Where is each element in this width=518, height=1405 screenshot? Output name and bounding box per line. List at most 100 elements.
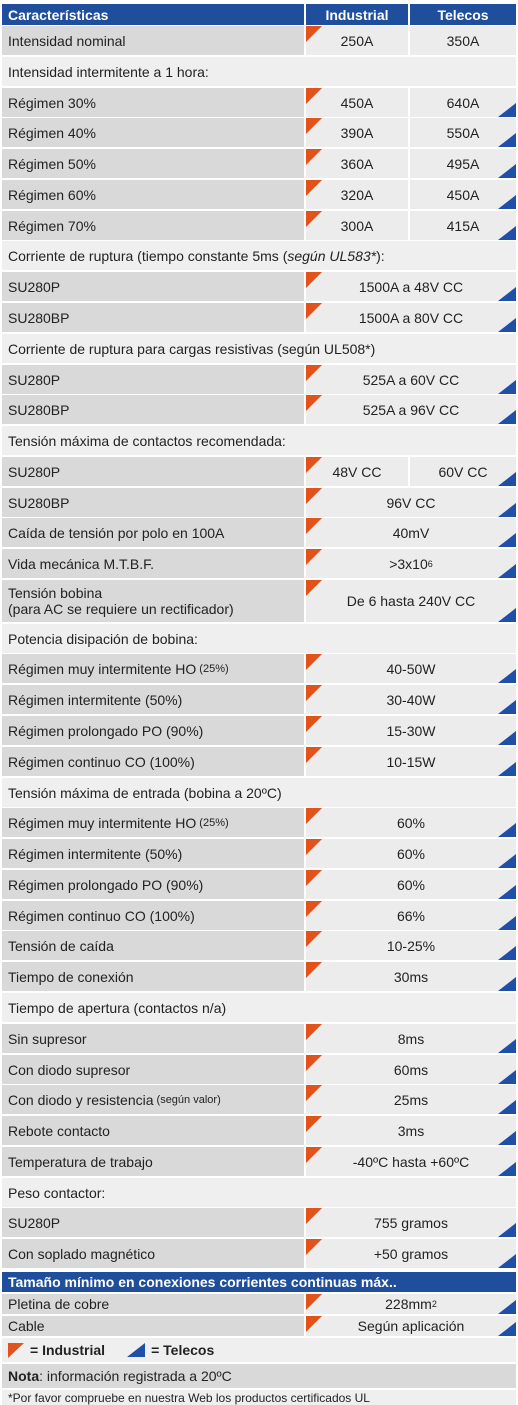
footnote-row: * Por favor compruebe en nuestra Web los…	[2, 1390, 516, 1405]
value-cell: 25ms	[306, 1085, 516, 1114]
section-label: Tensión máxima de entrada (bobina a 20ºC…	[8, 784, 282, 801]
row-label-text: Tensión de caída	[8, 937, 114, 954]
telecos-marker	[498, 669, 516, 683]
row-label-text: Con diodo y resistencia	[8, 1091, 154, 1108]
row-label-text: Con soplado magnético	[8, 1245, 156, 1262]
value-text: 1500A a 80V CC	[358, 309, 464, 326]
row-label-text: Régimen continuo CO (100%)	[8, 907, 195, 924]
row-label-text: Intensidad nominal	[8, 32, 126, 49]
telecos-marker	[498, 1322, 516, 1336]
legend-telecos: = Telecos	[151, 1342, 215, 1358]
row-label-text: Régimen intermitente (50%)	[8, 845, 183, 862]
industrial-cell: 48V CC	[306, 457, 408, 486]
value-cell: 525A a 96V CC	[306, 395, 516, 424]
value-cell: 228mm 2	[306, 1294, 516, 1314]
industrial-marker	[306, 1085, 322, 1101]
legend-row: = Industrial = Telecos	[2, 1338, 516, 1362]
industrial-marker	[306, 716, 322, 732]
row-label: Régimen 40%	[2, 118, 304, 147]
row-label-text: Vida mecánica M.T.B.F.	[8, 555, 155, 572]
value-text: 15-30W	[386, 722, 436, 739]
row-label: Pletina de cobre	[2, 1294, 304, 1314]
telecos-cell: 415A	[410, 211, 516, 240]
section-label: Intensidad intermitente a 1 hora:	[8, 63, 209, 80]
value-text: 60%	[396, 845, 426, 862]
value-text: De 6 hasta 240V CC	[346, 593, 476, 609]
row-label-text: SU280BP	[8, 401, 70, 418]
telecos-marker	[498, 410, 516, 424]
telecos-value: 60V CC	[438, 463, 488, 480]
telecos-marker	[498, 564, 516, 578]
value-sup: 2	[431, 1299, 437, 1309]
value-text: 40mV	[392, 524, 430, 541]
row-label-text: Rebote contacto	[8, 1122, 110, 1139]
row-label-text: SU280BP	[8, 309, 70, 326]
industrial-marker	[306, 901, 322, 917]
row-label: Rebote contacto	[2, 1116, 304, 1145]
telecos-marker	[498, 1070, 516, 1084]
value-cell: 96V CC	[306, 488, 516, 517]
row-label: SU280P	[2, 272, 304, 301]
section-row: Tensión máxima de entrada (bobina a 20ºC…	[2, 778, 516, 807]
row-label-text: SU280P	[8, 278, 61, 295]
row-label: Régimen continuo CO (100%)	[2, 901, 304, 930]
telecos-marker	[498, 503, 516, 517]
row-label-text: Con diodo supresor	[8, 1061, 131, 1078]
row-label-text: Régimen prolongado PO (90%)	[8, 876, 204, 893]
telecos-marker	[498, 1100, 516, 1114]
telecos-marker	[498, 700, 516, 714]
row-label-note: (según valor)	[156, 1093, 221, 1106]
industrial-value: 450A	[340, 94, 374, 111]
telecos-marker	[498, 195, 516, 209]
section-row: Corriente de ruptura para cargas resisti…	[2, 334, 516, 363]
telecos-cell: 60V CC	[410, 457, 516, 486]
telecos-marker	[498, 287, 516, 301]
header-telecos: Telecos	[437, 6, 489, 23]
telecos-cell: 450A	[410, 180, 516, 209]
value-text: +50 gramos	[373, 1245, 449, 1262]
telecos-marker	[498, 916, 516, 930]
value-cell: 40-50W	[306, 654, 516, 683]
value-text: 30-40W	[386, 691, 436, 708]
row-label: SU280P	[2, 365, 304, 394]
row-label-note: (25%)	[199, 816, 229, 829]
value-cell: 66%	[306, 901, 516, 930]
value-cell: 3ms	[306, 1116, 516, 1145]
industrial-marker	[306, 808, 322, 824]
value-text: 30ms	[393, 968, 429, 985]
telecos-value: 415A	[446, 217, 480, 234]
telecos-value: 640A	[446, 94, 480, 111]
row-label-text: (para AC se requiere un rectificador)	[8, 601, 234, 617]
row-label: Con diodo supresor	[2, 1055, 304, 1084]
section-italic: según UL583*	[287, 247, 377, 264]
row-label-text: Cable	[8, 1318, 45, 1334]
industrial-value: 320A	[340, 186, 374, 203]
value-cell: +50 gramos	[306, 1239, 516, 1268]
telecos-value: 350A	[446, 32, 480, 49]
row-label-text: Temperatura de trabajo	[8, 1153, 153, 1170]
section-row: Tensión máxima de contactos recomendada:	[2, 426, 516, 455]
telecos-marker	[498, 885, 516, 899]
row-label-text: SU280P	[8, 371, 61, 388]
telecos-marker	[498, 1039, 516, 1053]
row-label: Cable	[2, 1316, 304, 1336]
telecos-cell: 640A	[410, 88, 516, 117]
row-label-text: Régimen muy intermitente HO	[8, 660, 197, 677]
row-label-text: Tensión bobina	[8, 585, 103, 601]
telecos-value: 550A	[446, 124, 480, 141]
header-cell: Industrial	[306, 4, 408, 25]
row-label-text: Régimen 30%	[8, 94, 96, 111]
section-label: Tensión máxima de contactos recomendada:	[8, 432, 286, 449]
value-cell: 40mV	[306, 518, 516, 547]
row-label: Régimen continuo CO (100%)	[2, 747, 304, 776]
value-text: 1500A a 48V CC	[358, 278, 464, 295]
value-cell: 30ms	[306, 962, 516, 991]
section-label: Potencia disipación de bobina:	[8, 630, 198, 647]
value-text: 228mm	[385, 1296, 432, 1312]
industrial-value: 300A	[340, 217, 374, 234]
industrial-marker	[306, 1294, 322, 1310]
value-text: 60%	[396, 814, 426, 831]
row-label: SU280P	[2, 457, 304, 486]
note-text: : información registrada a 20ºC	[39, 1368, 232, 1384]
section-row: Corriente de ruptura (tiempo constante 5…	[2, 241, 516, 270]
